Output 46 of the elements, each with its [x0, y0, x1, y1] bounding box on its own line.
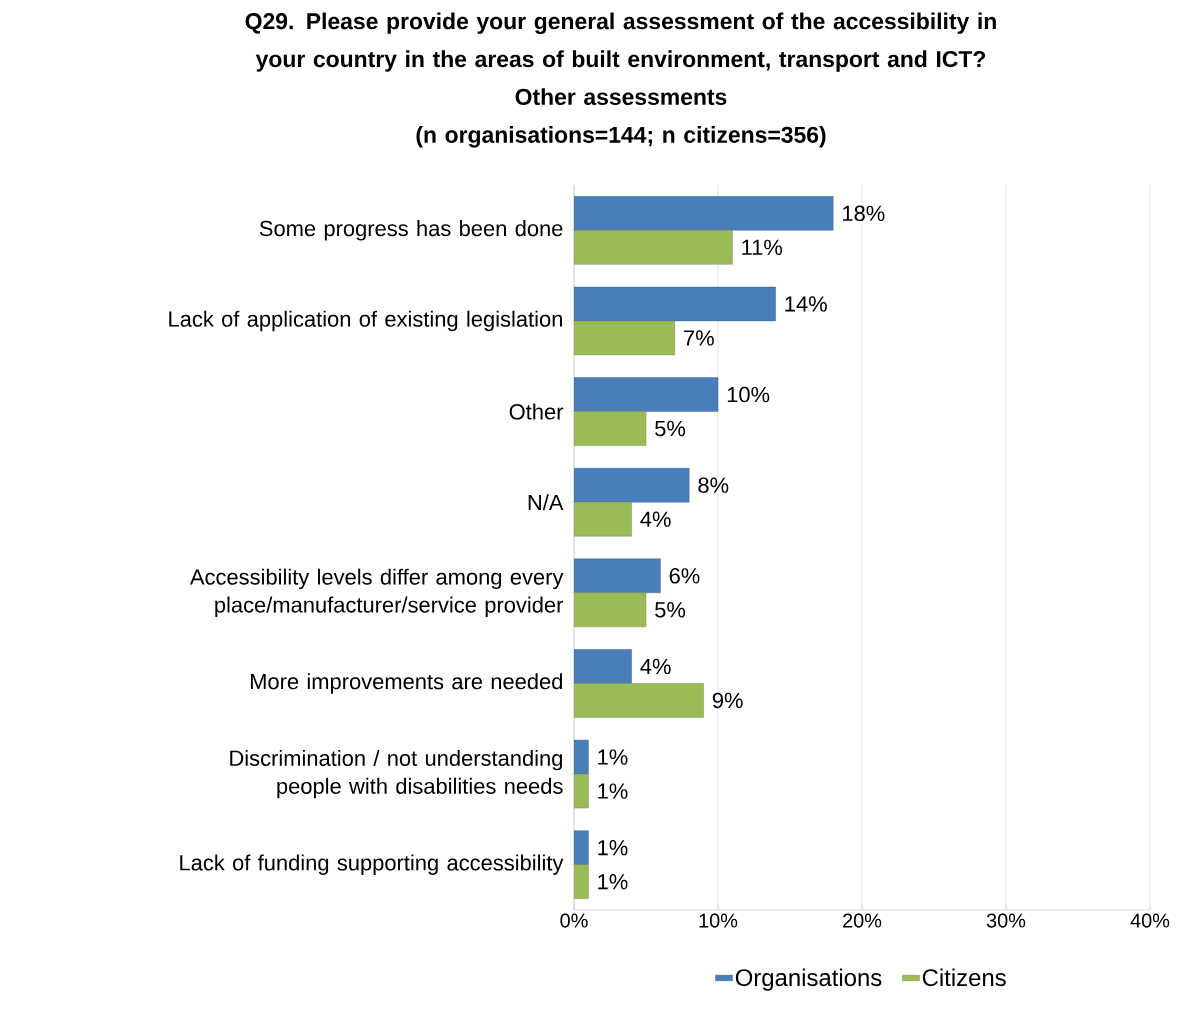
- bar: [574, 649, 632, 684]
- chart-title: Q29. Please provide your general assessment of the accessibility in your country in the areas of built environment, transport and ICT?: [245, 12, 996, 72]
- data-label: 8%: [698, 477, 729, 493]
- data-label: 7%: [684, 330, 714, 346]
- y-tick-label: Some progress has been done: [259, 220, 563, 241]
- data-label: 18%: [843, 205, 885, 222]
- y-tick-label: N/A: [528, 494, 564, 511]
- data-label: 14%: [785, 296, 827, 312]
- data-label: 1%: [598, 840, 628, 856]
- y-tick-label: Discrimination / not understanding people with disabilities needs: [230, 749, 563, 799]
- legend-label: Citizens: [922, 968, 1006, 987]
- data-label: 6%: [669, 568, 700, 584]
- legend-label: Organisations: [735, 968, 882, 991]
- data-label: 1%: [598, 874, 628, 890]
- y-tick-label: Lack of funding supporting accessibility: [180, 854, 564, 875]
- data-label: 1%: [598, 783, 628, 799]
- bar: [574, 683, 704, 718]
- x-tick-label: 30%: [986, 913, 1026, 928]
- x-tick-label: 40%: [1130, 913, 1170, 928]
- bar: [574, 411, 647, 446]
- bar: [574, 558, 661, 594]
- bar: [574, 592, 647, 627]
- bar: [574, 502, 632, 537]
- data-label: 5%: [655, 602, 686, 618]
- y-tick-label: Other: [509, 403, 564, 420]
- data-label: 1%: [598, 749, 628, 765]
- x-tick-label: 0%: [560, 913, 588, 928]
- y-tick-label: Accessibility levels differ among every place/manufacturer/service provider: [189, 568, 564, 617]
- bar: [574, 468, 690, 503]
- data-label: 11%: [742, 239, 783, 255]
- y-tick-label: More improvements are needed: [250, 673, 562, 694]
- bar: [574, 320, 675, 356]
- chart-subtitle: Other assessments: [515, 88, 727, 106]
- data-label: 10%: [727, 386, 770, 403]
- bar: [574, 377, 719, 412]
- text: (n organisations=144; n citizens=356): [416, 126, 826, 148]
- data-label: 4%: [640, 511, 671, 527]
- data-label: 9%: [712, 692, 743, 709]
- x-tick-label: 20%: [843, 913, 882, 928]
- data-label: 4%: [640, 658, 671, 675]
- x-tick-label: 10%: [699, 913, 738, 928]
- bar: [574, 230, 733, 265]
- bar: [574, 196, 834, 231]
- bar: [574, 286, 776, 322]
- data-label: 5%: [655, 420, 686, 437]
- y-tick-label: Lack of application of existing legislation: [169, 310, 562, 332]
